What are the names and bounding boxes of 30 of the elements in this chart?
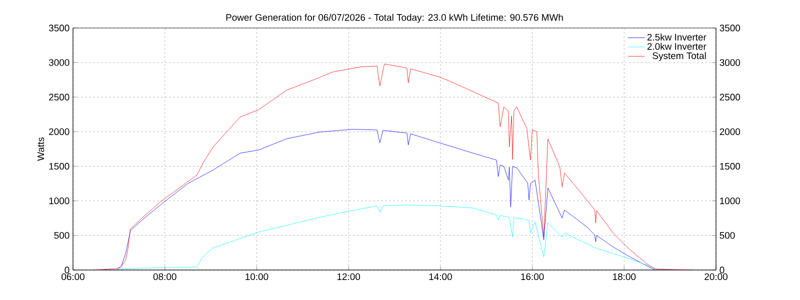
y2-tick-label: 3000 bbox=[720, 59, 740, 66]
y-tick-label: 3500 bbox=[48, 24, 70, 32]
y2-tick-label: 2500 bbox=[720, 94, 740, 100]
x-tick-label: 08:00 bbox=[153, 273, 176, 280]
y2-tick-label: 3500 bbox=[720, 24, 740, 32]
y2-tick-label: 500 bbox=[720, 232, 735, 239]
y-tick-label: 1000 bbox=[49, 198, 70, 204]
line-series bbox=[118, 204, 659, 270]
y2-tick-label: 2000 bbox=[720, 128, 740, 136]
y-tick-label: 3000 bbox=[48, 59, 70, 66]
x-tick-label: 12:00 bbox=[337, 273, 360, 280]
x-tick-label: 18:00 bbox=[613, 273, 636, 280]
x-tick-label: 16:00 bbox=[521, 273, 544, 280]
y-axis-title: Watts bbox=[37, 137, 44, 161]
y-tick-label: 0 bbox=[64, 266, 70, 274]
legend-label: 2.5kw Inverter bbox=[647, 34, 706, 41]
x-tick-label: 14:00 bbox=[429, 273, 452, 280]
y2-tick-label: 1000 bbox=[720, 198, 740, 204]
x-tick-label: 06:00 bbox=[62, 273, 84, 280]
x-tick-label: 10:00 bbox=[246, 273, 268, 280]
y-tick-label: 2000 bbox=[49, 128, 70, 136]
legend-label: System Total bbox=[652, 52, 706, 61]
x-tick-label: 20:00 bbox=[704, 273, 728, 280]
y-tick-label: 500 bbox=[54, 232, 70, 239]
y2-tick-label: 1500 bbox=[720, 162, 740, 170]
y-tick-label: 1500 bbox=[49, 162, 70, 170]
legend-label: 2.0kw Inverter bbox=[647, 42, 706, 50]
y-tick-label: 2500 bbox=[49, 94, 70, 100]
y2-tick-label: 0 bbox=[720, 266, 724, 274]
chart-title: Power Generation for 06/07/2026 - Total Today: 23.0 kWh Lifetime: 90.576 MWh bbox=[226, 14, 563, 23]
